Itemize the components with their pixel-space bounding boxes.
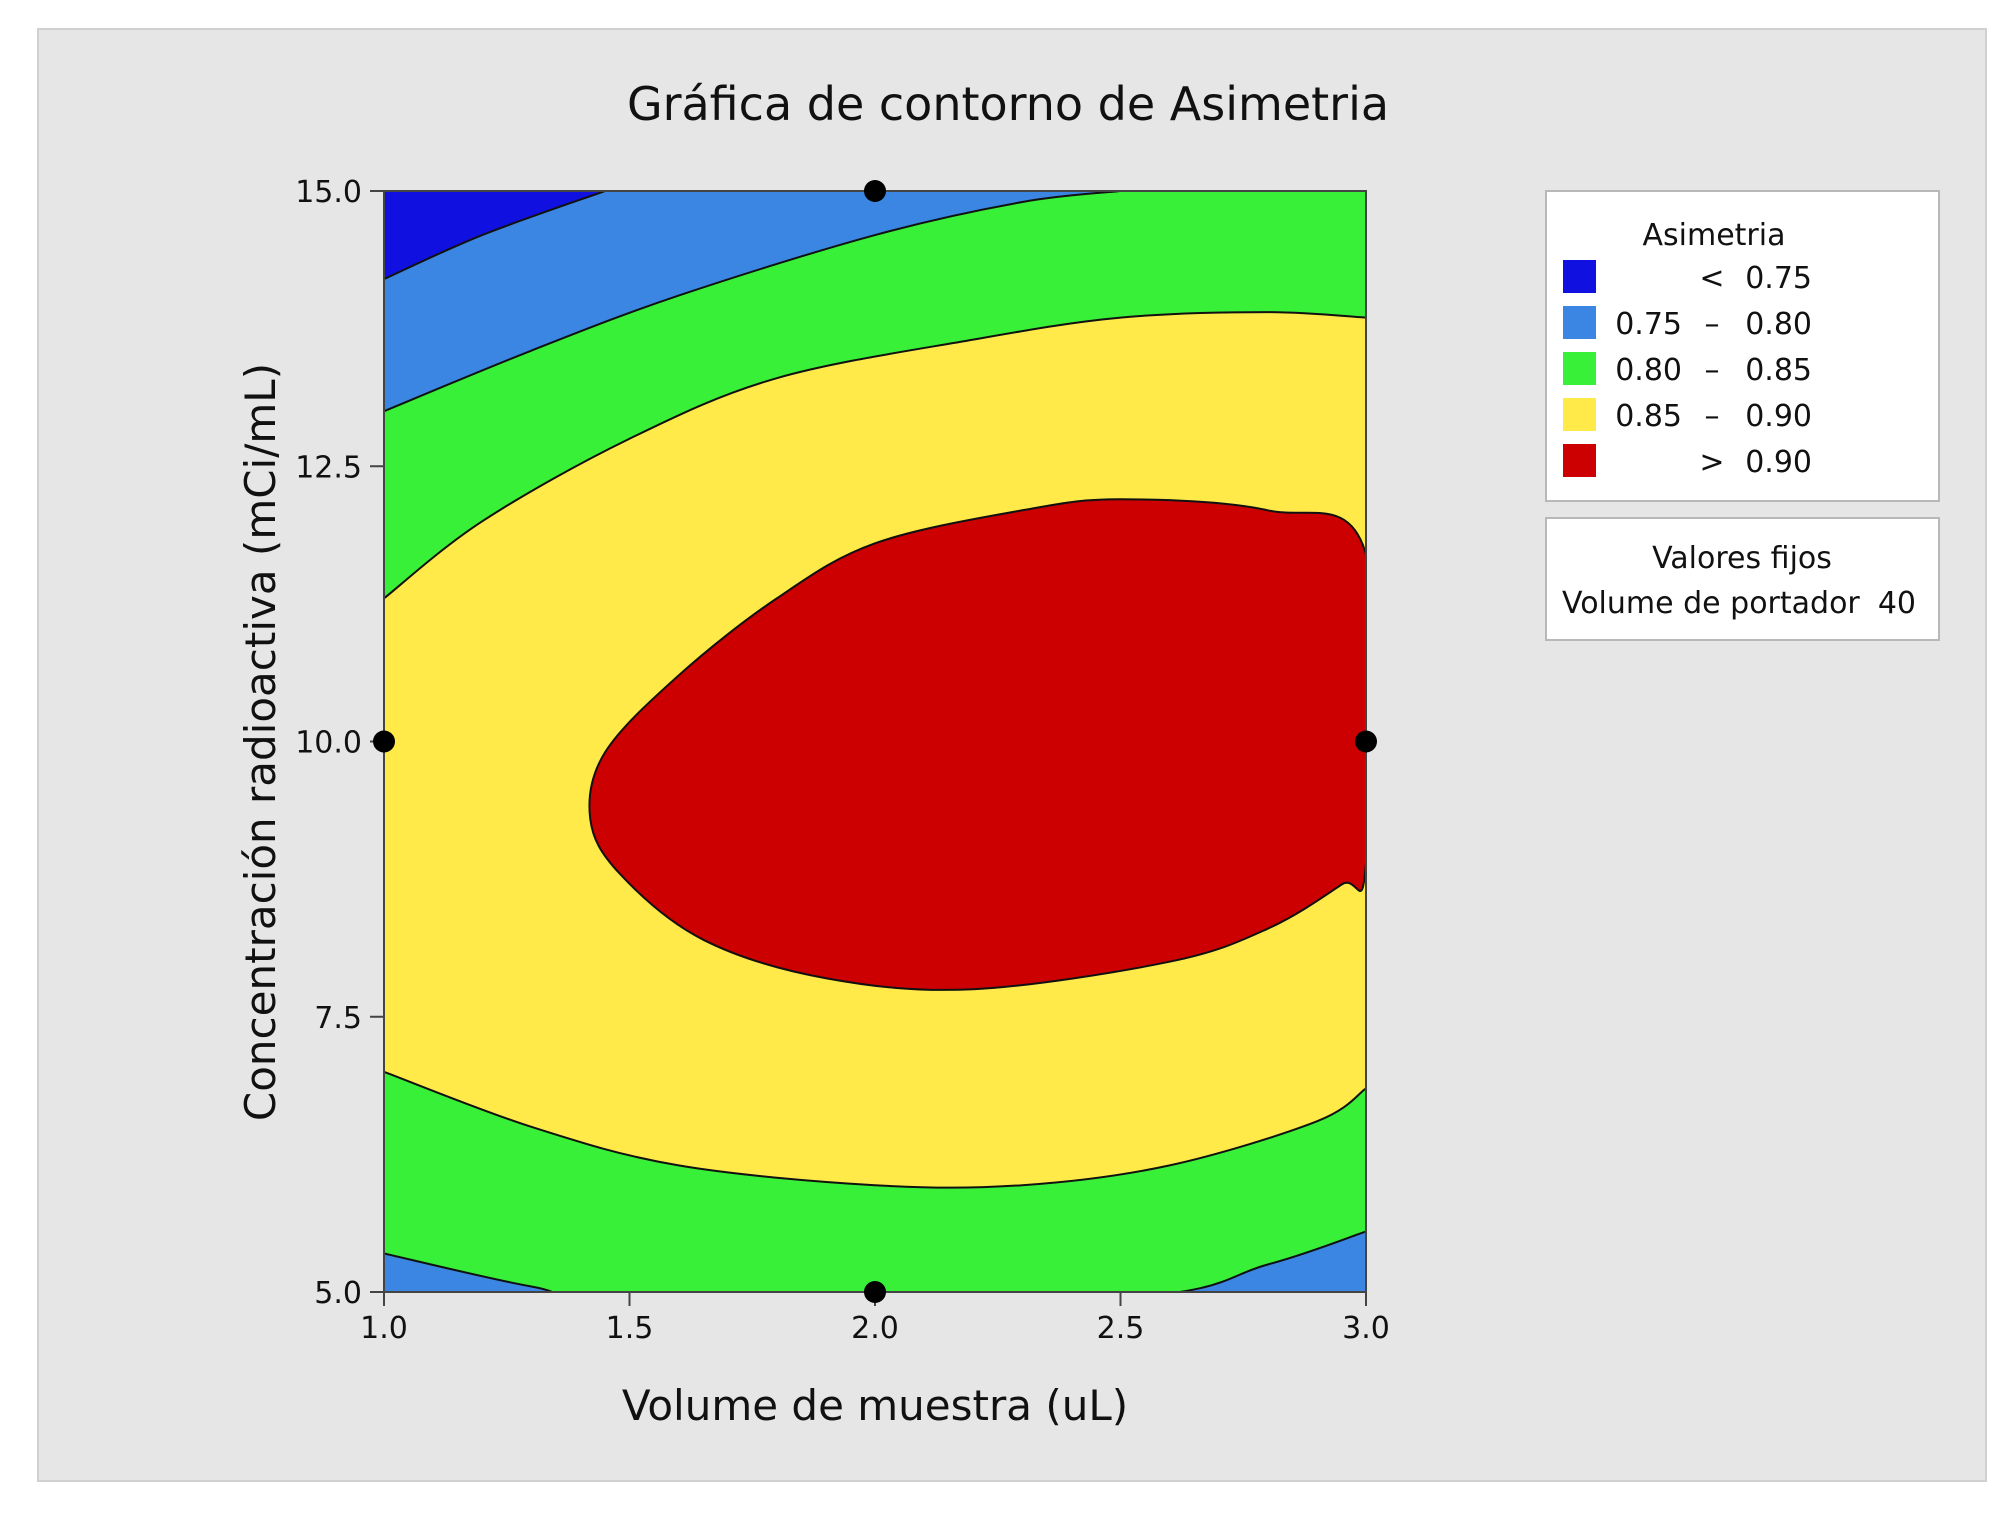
x-axis-label: Volume de muestra (uL) [622, 1381, 1128, 1430]
legend-high: 0.90 [1745, 445, 1812, 480]
legend-high: 0.80 [1745, 307, 1812, 342]
fixed-values-box: Valores fijos Volume de portador 40 [1545, 517, 1940, 641]
legend-separator: > [1699, 445, 1724, 480]
legend-swatch [1563, 444, 1596, 477]
y-tick-label: 7.5 [314, 1001, 362, 1036]
y-tick-label: 10.0 [295, 726, 362, 761]
x-tick-label: 2.0 [851, 1311, 899, 1346]
x-tick-label: 3.0 [1342, 1311, 1390, 1346]
contour-line-level-0-75-upper [384, 191, 606, 280]
fixed-values-frame [1545, 517, 1940, 641]
contour-line-level-0-85-lower [384, 1070, 1366, 1189]
legend-low: 0.80 [1615, 353, 1682, 388]
x-tick-label: 1.0 [360, 1311, 408, 1346]
band-below-0-75 [384, 191, 605, 280]
legend-low: 0.85 [1615, 399, 1682, 434]
band-above-0-90 [589, 499, 1366, 990]
contour-line-level-0-85-upper [384, 311, 1366, 600]
legend-high: 0.90 [1745, 399, 1812, 434]
legend-title: Asimetria [1643, 218, 1786, 253]
x-tick-label: 1.5 [606, 1311, 654, 1346]
legend-separator: – [1705, 307, 1720, 342]
legend: Asimetria <0.750.75–0.800.80–0.850.85–0.… [1545, 190, 1940, 502]
fixed-values-title: Valores fijos [1652, 541, 1832, 576]
chart-title: Gráfica de contorno de Asimetria [627, 77, 1389, 131]
design-points [373, 180, 1377, 1303]
legend-separator: – [1705, 399, 1720, 434]
plot-area [384, 191, 1366, 1292]
legend-box [1545, 190, 1940, 502]
x-tick-label: 2.5 [1097, 1311, 1145, 1346]
fixed-values-label: Volume de portador [1562, 586, 1860, 621]
y-axis-label: Concentración radioactiva (mCi/mL) [236, 363, 285, 1121]
contour-line-level-0-80-lower [384, 1230, 1366, 1292]
y-tick-label: 15.0 [295, 175, 362, 210]
contour-line-level-0-90 [588, 498, 1366, 991]
legend-high: 0.85 [1745, 353, 1812, 388]
design-point [373, 730, 395, 753]
legend-separator: < [1699, 261, 1724, 296]
legend-swatch [1563, 352, 1596, 385]
axes: 1.0 1.5 2.0 2.5 3.0 5.0 7.5 10.0 12.5 15.0 [295, 175, 1390, 1346]
legend-low: 0.75 [1615, 307, 1682, 342]
legend-swatch [1563, 398, 1596, 431]
design-point [864, 180, 886, 202]
fixed-values-value: 40 [1878, 586, 1916, 621]
legend-swatch [1563, 260, 1596, 293]
legend-separator: – [1705, 353, 1720, 388]
legend-high: 0.75 [1745, 261, 1812, 296]
design-point [864, 1281, 886, 1303]
y-tick-label: 5.0 [314, 1276, 362, 1311]
design-point [1355, 730, 1377, 753]
legend-swatch [1563, 306, 1596, 339]
y-tick-label: 12.5 [295, 450, 362, 485]
contour-line-level-0-80-upper [384, 191, 1121, 413]
